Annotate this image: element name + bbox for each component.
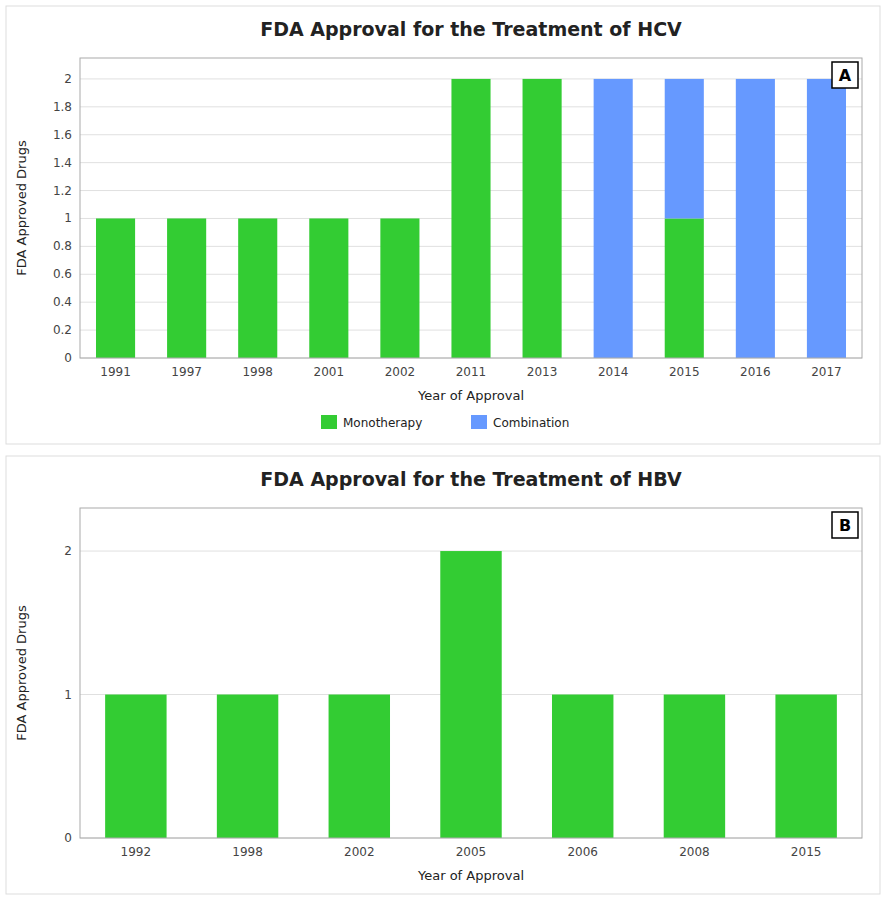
- bar: [329, 695, 390, 838]
- y-axis-label: FDA Approved Drugs: [14, 605, 29, 741]
- x-axis-label: Year of Approval: [417, 868, 524, 883]
- x-tick-label: 2005: [456, 845, 487, 859]
- bar: [96, 218, 135, 358]
- x-tick-label: 2017: [811, 365, 842, 379]
- x-tick-label: 1998: [242, 365, 273, 379]
- y-tick-label: 2: [64, 72, 72, 86]
- y-tick-label: 0.4: [53, 295, 72, 309]
- bar: [238, 218, 277, 358]
- bar: [96, 218, 135, 219]
- panel-label-box: [832, 62, 858, 88]
- panel-border: [6, 456, 880, 894]
- bar: [665, 218, 704, 358]
- x-tick-label: 1997: [171, 365, 202, 379]
- bar: [167, 218, 206, 358]
- y-tick-label: 0.6: [53, 267, 72, 281]
- y-tick-label: 0.2: [53, 323, 72, 337]
- bar: [380, 218, 419, 358]
- legend-swatch: [321, 415, 337, 429]
- bars: [105, 551, 837, 838]
- y-tick-label: 0: [64, 831, 72, 845]
- panel-border: [6, 6, 880, 444]
- x-tick-label: 1998: [232, 845, 263, 859]
- y-tick-label: 2: [64, 544, 72, 558]
- plot-frame: [80, 58, 862, 358]
- panel: FDA Approval for the Treatment of HBV 0 1 2…: [6, 456, 880, 894]
- bar: [523, 78, 562, 79]
- y-tick-label: 1.8: [53, 100, 72, 114]
- y-axis-label: FDA Approved Drugs: [14, 140, 29, 276]
- x-tick-label: 2006: [567, 845, 598, 859]
- y-tick-label: 1: [64, 211, 72, 225]
- legend-label: Combination: [493, 416, 569, 430]
- y-tick-label: 1: [64, 688, 72, 702]
- bars: [96, 79, 846, 358]
- bar: [736, 79, 775, 358]
- bar: [664, 695, 725, 838]
- bar: [594, 79, 633, 358]
- bar: [217, 695, 278, 838]
- x-tick-label: 2008: [679, 845, 710, 859]
- x-tick-label: 2016: [740, 365, 771, 379]
- y-tick-label: 1.2: [53, 184, 72, 198]
- y-tick-label: 0.8: [53, 239, 72, 253]
- chart-title: FDA Approval for the Treatment of HBV: [260, 468, 682, 490]
- y-tick-label: 1.4: [53, 156, 72, 170]
- panel-label: B: [839, 516, 851, 535]
- bar: [167, 218, 206, 219]
- panel-label-box: [832, 512, 858, 538]
- bar: [238, 218, 277, 219]
- bar: [105, 695, 166, 838]
- legend-swatch: [471, 415, 487, 429]
- x-tick-label: 2001: [314, 365, 345, 379]
- legend-label: Monotherapy: [343, 416, 422, 430]
- bar: [552, 695, 613, 838]
- plot-frame: [80, 508, 862, 838]
- bar: [807, 79, 846, 358]
- bar: [451, 79, 490, 358]
- x-tick-label: 2015: [791, 845, 822, 859]
- x-tick-label: 2014: [598, 365, 629, 379]
- x-tick-label: 1992: [121, 845, 152, 859]
- bar: [451, 78, 490, 79]
- bar: [665, 79, 704, 219]
- bar: [775, 695, 836, 838]
- bar: [523, 79, 562, 358]
- y-tick-label: 1.6: [53, 128, 72, 142]
- legend: Monotherapy Combination: [321, 415, 569, 430]
- y-tick-label: 0: [64, 351, 72, 365]
- bar: [380, 218, 419, 219]
- bar: [309, 218, 348, 358]
- x-tick-label: 2002: [385, 365, 416, 379]
- x-axis-label: Year of Approval: [417, 388, 524, 403]
- bar: [309, 218, 348, 219]
- bar: [440, 551, 501, 838]
- x-tick-label: 2015: [669, 365, 700, 379]
- x-tick-label: 2002: [344, 845, 375, 859]
- x-tick-label: 2013: [527, 365, 558, 379]
- x-tick-label: 1991: [100, 365, 131, 379]
- chart-root: FDA Approval for the Treatment of HCV 0 0.…: [0, 0, 886, 900]
- x-tick-label: 2011: [456, 365, 487, 379]
- panel: FDA Approval for the Treatment of HCV 0 0.…: [6, 6, 880, 444]
- chart-title: FDA Approval for the Treatment of HCV: [260, 18, 682, 40]
- panel-label: A: [839, 66, 852, 85]
